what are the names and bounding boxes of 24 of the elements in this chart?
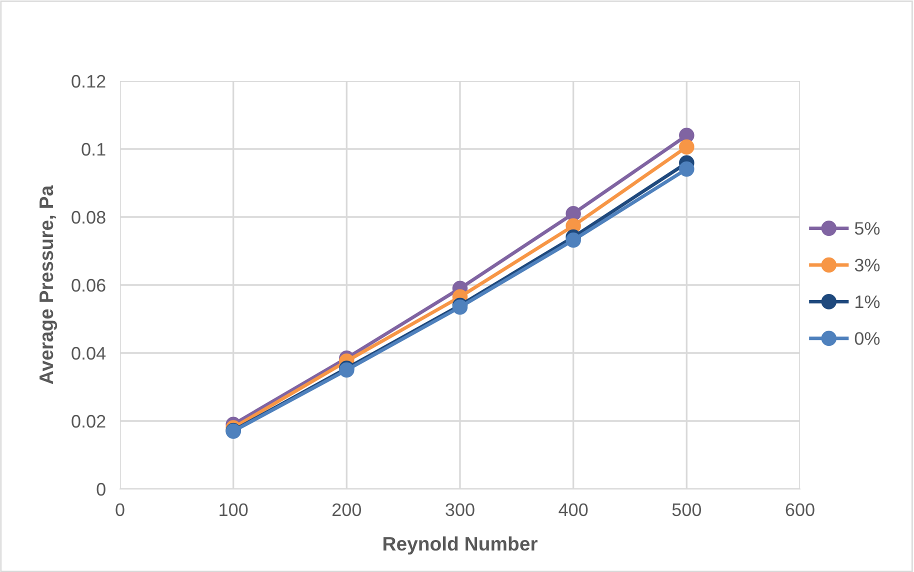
x-axis-title: Reynold Number xyxy=(384,536,538,555)
legend-label: 0% xyxy=(854,332,880,345)
x-tick-label: 400 xyxy=(558,503,588,516)
y-tick-label: 0.1 xyxy=(82,142,106,156)
point xyxy=(566,206,581,222)
point xyxy=(679,161,694,177)
y-tick-label: 0.04 xyxy=(72,346,106,360)
x-tick-label: 100 xyxy=(220,503,248,516)
x-tick-label: 200 xyxy=(332,503,362,516)
x-tick-label: 500 xyxy=(672,503,702,516)
y-tick-label: 0.02 xyxy=(72,414,106,428)
x-tick-label: 300 xyxy=(446,503,474,516)
x-tick-label: 600 xyxy=(786,503,814,516)
point xyxy=(679,139,694,155)
y-tick-label: 0.08 xyxy=(72,210,106,224)
y-tick-label: 0.06 xyxy=(72,278,106,292)
point xyxy=(566,232,581,248)
y-tick-label: 0 xyxy=(96,482,106,496)
legend-label: 5% xyxy=(854,222,880,235)
legend-label: 1% xyxy=(856,295,880,308)
y-axis-title: Average Pressure, Pa xyxy=(40,185,58,384)
y-tick-label: 0.12 xyxy=(72,74,106,88)
legend-label: 3% xyxy=(854,258,880,272)
x-tick-label: 0 xyxy=(116,503,124,516)
